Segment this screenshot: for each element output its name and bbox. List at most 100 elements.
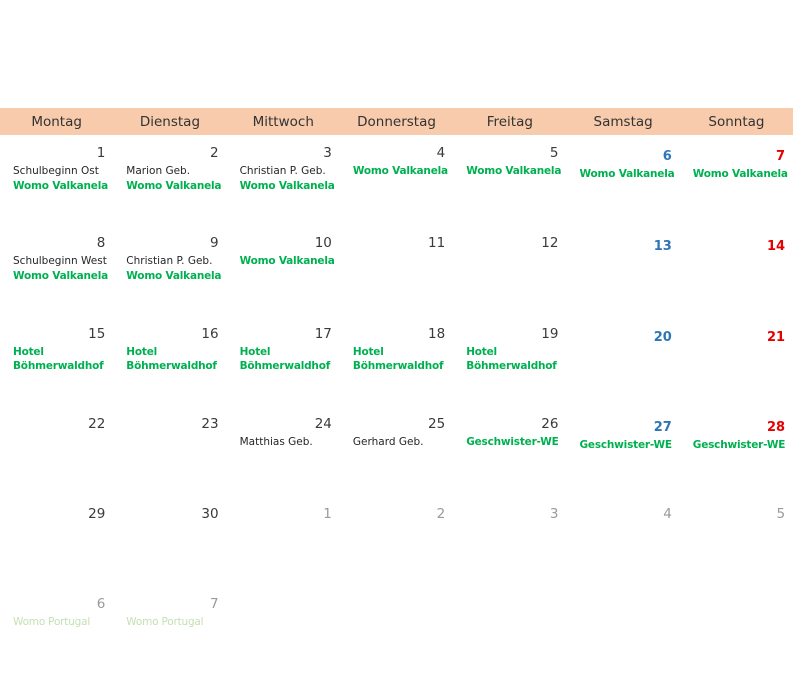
calendar-event[interactable]: Schulbeginn West: [13, 255, 107, 268]
day-cell[interactable]: 28 Geschwister-WE: [680, 406, 793, 496]
calendar-event[interactable]: Womo Valkanela: [13, 269, 109, 282]
calendar-event[interactable]: Marion Geb.: [126, 165, 191, 177]
calendar-event[interactable]: Hotel Böhmerwaldhof: [352, 345, 444, 373]
day-cell[interactable]: 18 Hotel Böhmerwaldhof: [340, 316, 453, 406]
calendar-event[interactable]: Christian P. Geb.: [126, 255, 213, 268]
event-list: Geschwister-WE: [579, 438, 672, 453]
calendar-event[interactable]: Womo Valkanela: [466, 165, 562, 177]
event-list: Christian P. Geb. Womo Valkanela: [126, 254, 221, 283]
calendar-event[interactable]: Womo Valkanela: [239, 255, 335, 268]
day-cell[interactable]: 6 Womo Portugal: [0, 586, 113, 676]
day-cell[interactable]: 27 Geschwister-WE: [566, 406, 679, 496]
weekday-label: Dienstag: [139, 113, 201, 130]
day-number: 14: [766, 239, 786, 255]
day-number: 28: [766, 419, 786, 435]
calendar-event[interactable]: Womo Portugal: [13, 616, 91, 629]
calendar-event[interactable]: Geschwister-WE: [579, 438, 672, 451]
day-number: 17: [314, 325, 332, 342]
day-cell[interactable]: 9 Christian P. Geb. Womo Valkanela: [113, 225, 226, 315]
day-cell[interactable]: 24 Matthias Geb.: [227, 406, 340, 496]
calendar-event[interactable]: Womo Valkanela: [579, 168, 675, 180]
calendar-week-row: 29 30 1 2 3 4 5: [0, 496, 793, 586]
day-number: 26: [541, 415, 559, 432]
event-list: Hotel Böhmerwaldhof: [466, 345, 558, 374]
event-list: Gerhard Geb.: [353, 435, 445, 450]
day-cell[interactable]: 19 Hotel Böhmerwaldhof: [453, 316, 566, 406]
day-cell[interactable]: 3 Christian P. Geb. Womo Valkanela: [227, 135, 340, 225]
calendar-event[interactable]: Schulbeginn Ost: [13, 165, 99, 177]
day-cell[interactable]: 25 Gerhard Geb.: [340, 406, 453, 496]
calendar-week-row: 22 23 24 Matthias Geb. 25 Gerhard Geb. 26 Gesch…: [0, 406, 793, 496]
day-cell[interactable]: 11: [340, 225, 453, 315]
day-number: 15: [88, 325, 106, 342]
day-cell[interactable]: 15 Hotel Böhmerwaldhof: [0, 316, 113, 406]
weekday-label: Samstag: [593, 113, 653, 130]
calendar-event[interactable]: Womo Valkanela: [239, 179, 335, 192]
day-number: 5: [776, 506, 786, 523]
calendar-event[interactable]: Gerhard Geb.: [352, 435, 424, 448]
day-number: 9: [210, 235, 219, 252]
calendar-event[interactable]: Womo Portugal: [126, 616, 204, 629]
day-cell[interactable]: 17 Hotel Böhmerwaldhof: [227, 316, 340, 406]
calendar-event[interactable]: Womo Valkanela: [13, 179, 109, 192]
day-cell[interactable]: 13: [566, 225, 679, 315]
day-cell[interactable]: 26 Geschwister-WE: [453, 406, 566, 496]
day-cell[interactable]: 12: [453, 225, 566, 315]
day-cell[interactable]: 23: [113, 406, 226, 496]
event-list: Womo Portugal: [13, 615, 105, 630]
day-cell[interactable]: 14: [680, 225, 793, 315]
day-number: 13: [653, 239, 672, 255]
calendar-event[interactable]: Hotel Böhmerwaldhof: [239, 345, 331, 373]
day-cell[interactable]: 20: [566, 316, 679, 406]
day-cell[interactable]: 22: [0, 406, 113, 496]
day-cell[interactable]: 7 Womo Valkanela: [680, 135, 793, 225]
calendar-event[interactable]: Womo Valkanela: [352, 165, 448, 177]
calendar-event[interactable]: Hotel Böhmerwaldhof: [466, 345, 557, 373]
day-number: 5: [549, 145, 559, 161]
day-number: 3: [549, 506, 559, 523]
day-number: 30: [201, 506, 219, 523]
day-number: 3: [323, 145, 332, 161]
day-number: 11: [428, 235, 446, 252]
day-cell[interactable]: 30: [113, 496, 226, 586]
day-cell[interactable]: 16 Hotel Böhmerwaldhof: [113, 316, 226, 406]
day-number: 2: [436, 506, 446, 523]
day-cell[interactable]: 1: [227, 496, 340, 586]
calendar-event[interactable]: Womo Valkanela: [692, 168, 788, 180]
calendar-event[interactable]: Womo Valkanela: [126, 269, 222, 282]
calendar-event[interactable]: Geschwister-WE: [692, 438, 786, 451]
day-number: 4: [436, 145, 446, 161]
day-number: 19: [541, 325, 559, 342]
day-cell[interactable]: 5: [680, 496, 793, 586]
calendar-event[interactable]: Hotel Böhmerwaldhof: [13, 345, 104, 373]
event-list: Geschwister-WE: [693, 438, 786, 453]
weekday-label: Freitag: [486, 113, 533, 130]
day-cell[interactable]: 10 Womo Valkanela: [227, 225, 340, 315]
day-cell[interactable]: 4: [566, 496, 679, 586]
calendar-week-row: 6 Womo Portugal 7 Womo Portugal: [0, 586, 793, 676]
day-number: 18: [428, 325, 446, 342]
day-cell[interactable]: 7 Womo Portugal: [113, 586, 226, 676]
event-list: Womo Valkanela: [693, 167, 788, 182]
calendar-event[interactable]: Geschwister-WE: [466, 435, 559, 448]
day-cell[interactable]: 8 Schulbeginn West Womo Valkanela: [0, 225, 113, 315]
month-calendar: Montag Dienstag Mittwoch Donnerstag Freitag S…: [0, 108, 793, 677]
calendar-week-row: 8 Schulbeginn West Womo Valkanela 9 Christia…: [0, 225, 793, 315]
day-cell[interactable]: 2: [340, 496, 453, 586]
day-cell[interactable]: 2 Marion Geb. Womo Valkanela: [113, 135, 226, 225]
day-cell[interactable]: 21: [680, 316, 793, 406]
calendar-weeks: 1 Schulbeginn Ost Womo Valkanela 2 Marion Ge…: [0, 135, 793, 677]
day-cell[interactable]: 1 Schulbeginn Ost Womo Valkanela: [0, 135, 113, 225]
day-number: 25: [428, 415, 446, 432]
day-number: 23: [201, 415, 219, 432]
calendar-event[interactable]: Christian P. Geb.: [239, 165, 326, 177]
day-cell[interactable]: 5 Womo Valkanela: [453, 135, 566, 225]
calendar-event[interactable]: Hotel Böhmerwaldhof: [126, 345, 217, 373]
calendar-event[interactable]: Matthias Geb.: [239, 435, 313, 448]
day-cell[interactable]: 29: [0, 496, 113, 586]
event-list: Womo Valkanela: [466, 164, 561, 179]
day-cell[interactable]: 3: [453, 496, 566, 586]
day-cell[interactable]: 6 Womo Valkanela: [566, 135, 679, 225]
calendar-event[interactable]: Womo Valkanela: [126, 179, 222, 192]
day-cell[interactable]: 4 Womo Valkanela: [340, 135, 453, 225]
